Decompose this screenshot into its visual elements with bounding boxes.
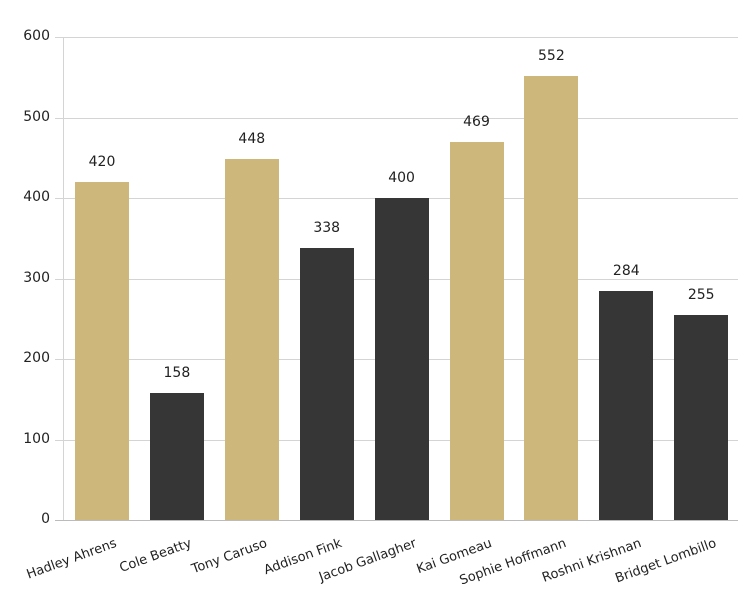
- y-tick-label: 200: [23, 350, 50, 366]
- y-tick-label: 600: [23, 28, 50, 44]
- data-label: 420: [88, 153, 116, 170]
- data-label: 552: [538, 47, 565, 64]
- data-label: 158: [163, 364, 191, 381]
- data-label: 400: [388, 170, 415, 186]
- bar: [75, 181, 129, 520]
- data-label: 338: [313, 219, 341, 236]
- bar: [224, 159, 279, 520]
- gridline: [55, 520, 738, 521]
- bar: [674, 314, 729, 520]
- bar: [374, 198, 429, 520]
- bar: [149, 392, 204, 520]
- gridline: [55, 37, 738, 38]
- y-tick-label: 0: [41, 511, 50, 527]
- x-tick-label: Cole Beatty: [117, 536, 195, 576]
- data-label: 284: [612, 263, 640, 280]
- data-label: 255: [687, 286, 715, 303]
- data-label: 469: [463, 114, 490, 131]
- data-label: 448: [238, 131, 266, 148]
- bar: [599, 291, 654, 520]
- bar: [299, 247, 354, 520]
- y-tick-label: 300: [23, 269, 50, 286]
- gridline: [55, 117, 738, 119]
- bar: [449, 142, 504, 520]
- bar: [524, 75, 579, 520]
- y-tick-label: 100: [23, 430, 50, 447]
- x-tick-label: Tony Caruso: [189, 536, 269, 578]
- x-tick-label: Hadley Ahrens: [25, 536, 120, 583]
- y-tick-label: 400: [23, 189, 50, 205]
- y-tick-label: 500: [23, 108, 50, 125]
